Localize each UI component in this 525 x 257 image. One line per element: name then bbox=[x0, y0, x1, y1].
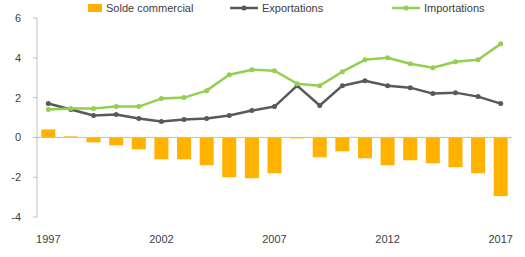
marker bbox=[204, 116, 209, 121]
marker bbox=[204, 88, 209, 93]
marker bbox=[362, 57, 367, 62]
bar bbox=[426, 137, 440, 163]
marker bbox=[136, 116, 141, 121]
bar bbox=[381, 137, 395, 165]
legend-item: Importations bbox=[392, 2, 485, 14]
bar bbox=[200, 137, 214, 165]
bar bbox=[494, 137, 508, 196]
marker bbox=[227, 72, 232, 77]
marker bbox=[408, 61, 413, 66]
marker bbox=[272, 104, 277, 109]
marker bbox=[476, 57, 481, 62]
legend-item: Exportations bbox=[230, 2, 324, 14]
marker bbox=[317, 83, 322, 88]
legend-label: Exportations bbox=[262, 2, 324, 14]
marker bbox=[476, 94, 481, 99]
bar bbox=[267, 137, 281, 173]
marker bbox=[46, 101, 51, 106]
y-tick-label: 2 bbox=[15, 92, 21, 104]
legend-label: Importations bbox=[424, 2, 485, 14]
marker bbox=[408, 85, 413, 90]
plot-area bbox=[41, 41, 507, 196]
marker bbox=[295, 81, 300, 86]
marker bbox=[91, 106, 96, 111]
bar bbox=[154, 137, 168, 159]
marker bbox=[340, 69, 345, 74]
bar bbox=[109, 137, 123, 145]
marker bbox=[498, 101, 503, 106]
marker bbox=[340, 83, 345, 88]
marker bbox=[385, 55, 390, 60]
line bbox=[48, 44, 500, 110]
marker bbox=[385, 83, 390, 88]
y-tick bbox=[33, 97, 37, 98]
marker bbox=[249, 108, 254, 113]
marker bbox=[453, 90, 458, 95]
legend-swatch bbox=[88, 4, 102, 12]
bar bbox=[448, 137, 462, 167]
marker bbox=[68, 107, 73, 112]
legend-marker bbox=[242, 6, 247, 11]
marker bbox=[114, 104, 119, 109]
marker bbox=[91, 113, 96, 118]
bar bbox=[222, 137, 236, 177]
legend-marker bbox=[404, 6, 409, 11]
y-tick-label: -4 bbox=[11, 211, 21, 223]
y-tick-label: 4 bbox=[15, 52, 21, 64]
y-tick-label: -2 bbox=[11, 171, 21, 183]
marker bbox=[498, 41, 503, 46]
y-tick bbox=[33, 217, 37, 218]
chart: -4 -2 0 2 4 6 1997 2002 2007 2012 2017 Solde commer… bbox=[0, 0, 525, 257]
legend-label: Solde commercial bbox=[106, 2, 193, 14]
bar bbox=[177, 137, 191, 159]
bar bbox=[87, 137, 101, 142]
bar bbox=[471, 137, 485, 173]
marker bbox=[182, 117, 187, 122]
marker bbox=[430, 91, 435, 96]
bar bbox=[403, 137, 417, 160]
marker bbox=[272, 68, 277, 73]
y-tick-label: 6 bbox=[15, 12, 21, 24]
legend-item: Solde commercial bbox=[88, 2, 193, 14]
x-tick-label: 1997 bbox=[36, 233, 60, 245]
marker bbox=[159, 96, 164, 101]
y-tick bbox=[33, 177, 37, 178]
marker bbox=[68, 106, 73, 111]
bar bbox=[41, 129, 55, 137]
marker bbox=[317, 103, 322, 108]
marker bbox=[453, 59, 458, 64]
marker bbox=[46, 107, 51, 112]
marker bbox=[249, 67, 254, 72]
x-tick-label: 2012 bbox=[375, 233, 399, 245]
bar bbox=[132, 137, 146, 149]
bar bbox=[335, 137, 349, 151]
x-tick-label: 2017 bbox=[488, 233, 512, 245]
marker bbox=[430, 65, 435, 70]
marker bbox=[136, 104, 141, 109]
bar bbox=[358, 137, 372, 158]
x-tick-label: 2007 bbox=[262, 233, 286, 245]
x-axis bbox=[37, 137, 512, 138]
marker bbox=[114, 112, 119, 117]
marker bbox=[159, 119, 164, 124]
x-tick-label: 2002 bbox=[149, 233, 173, 245]
y-tick-label: 0 bbox=[15, 131, 21, 143]
marker bbox=[362, 78, 367, 83]
marker bbox=[227, 113, 232, 118]
bar bbox=[245, 137, 259, 178]
y-axis bbox=[37, 18, 38, 217]
y-tick bbox=[33, 57, 37, 58]
bar bbox=[313, 137, 327, 157]
line bbox=[48, 81, 500, 122]
marker bbox=[182, 95, 187, 100]
y-tick bbox=[33, 18, 37, 19]
y-tick bbox=[33, 137, 37, 138]
